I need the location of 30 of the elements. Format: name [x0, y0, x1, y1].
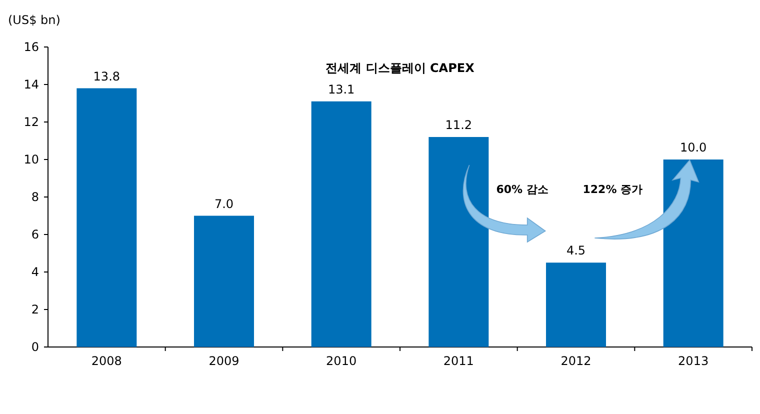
x-tick-label: 2008 — [91, 354, 122, 368]
bar — [194, 216, 254, 347]
y-tick-label: 6 — [31, 228, 39, 242]
y-tick-label: 0 — [31, 340, 39, 354]
x-tick-label: 2013 — [678, 354, 709, 368]
data-label: 11.2 — [445, 118, 472, 132]
y-tick-label: 10 — [24, 152, 39, 166]
data-label: 10.0 — [680, 140, 707, 154]
y-axis-title: (US$ bn) — [8, 13, 60, 27]
y-tick-label: 12 — [24, 115, 39, 129]
bar — [76, 88, 137, 347]
x-tick-label: 2012 — [560, 354, 592, 368]
annotation: 122% 증가 — [582, 183, 643, 196]
annotation: 60% 감소 — [496, 183, 548, 196]
y-tick-label: 16 — [24, 40, 39, 54]
data-label: 4.5 — [566, 244, 586, 258]
bar — [428, 137, 489, 347]
y-tick-label: 4 — [31, 265, 39, 279]
y-tick-label: 8 — [31, 190, 39, 204]
x-tick-label: 2011 — [443, 354, 474, 368]
bar — [311, 101, 372, 347]
bar — [546, 262, 606, 347]
y-tick-label: 14 — [24, 78, 39, 92]
y-tick-label: 2 — [31, 302, 39, 316]
data-label: 13.1 — [328, 82, 355, 96]
data-label: 13.8 — [93, 69, 120, 84]
text: 전세계 디스플레이 CAPEX — [326, 61, 476, 75]
x-tick-label: 2010 — [326, 354, 357, 368]
data-label: 7.0 — [214, 196, 234, 211]
x-tick-label: 2009 — [208, 354, 240, 368]
